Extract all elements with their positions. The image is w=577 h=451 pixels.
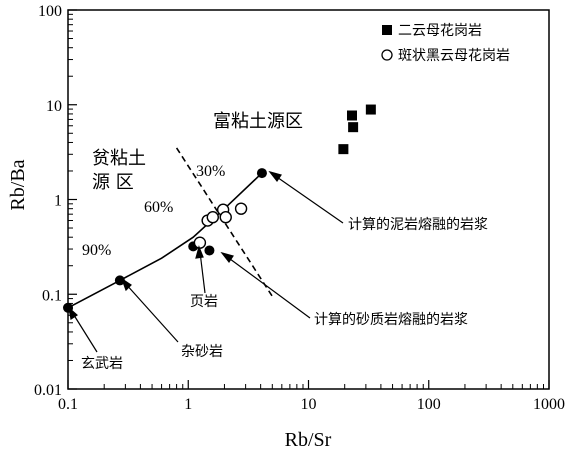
label-psammite-melt: 计算的砂质岩熔融的岩浆 [314,312,468,328]
y-tick-label: 10 [46,98,62,115]
legend: 二云母花岗岩 斑状黑云母花岗岩 [381,23,510,64]
arrow-psammite-head [220,251,234,264]
x-axis-title: Rb/Sr [285,429,332,451]
x-tick-label: 1 [184,396,192,413]
y-tick-label: 0.01 [34,382,62,399]
label-pct90: 90% [82,242,111,259]
label-greywacke: 杂砂岩 [181,344,223,360]
y-axis-title: Rb/Ba [7,159,29,210]
legend-marker-square [382,25,392,35]
arrow-basalt-head [68,306,78,321]
label-poor-clay-line2: 源 区 [92,172,134,193]
series-marks [193,104,376,249]
reference-points [63,168,267,313]
mixing-curve [67,172,263,309]
point-series-0 [365,104,376,115]
legend-label-0: 二云母花岗岩 [398,23,482,39]
label-poor-clay-line1: 贫粘土 [92,148,146,169]
arrow-psammite [225,255,311,319]
point-series-1 [206,211,219,224]
arrow-pelite [273,174,344,224]
arrow-pelite-head [268,170,282,183]
legend-marker-circle [381,49,393,61]
point-series-0 [346,110,357,121]
point-series-0 [348,122,359,133]
reference-point [256,168,267,179]
point-series-1 [234,202,248,215]
x-tick-label: 100 [417,396,441,413]
legend-label-1: 斑状黑云母花岗岩 [398,48,510,64]
reference-point [114,275,125,286]
y-tick-label: 0.1 [42,287,62,304]
label-pelite-melt: 计算的泥岩熔融的岩浆 [348,217,488,233]
arrow-basalt [71,311,98,353]
label-pct30: 30% [196,163,225,180]
label-rich-clay-source: 富粘土源区 [213,111,303,132]
arrow-greywacke [124,282,179,343]
x-axis: 0.1 1 10 100 1000 [58,380,565,413]
point-series-1 [219,211,232,224]
y-tick-label: 100 [38,3,62,20]
x-tick-label: 0.1 [58,396,78,413]
label-shale: 页岩 [190,294,218,310]
reference-point [204,245,215,256]
point-series-0 [338,144,349,155]
point-series-1 [193,236,207,249]
label-basalt: 玄武岩 [81,355,123,372]
arrow-shale-head [195,245,204,259]
x-tick-label: 1000 [533,396,565,413]
x-tick-label: 10 [301,396,317,413]
y-axis: 0.01 0.1 1 10 100 [34,3,77,399]
arrow-shale [199,251,206,294]
y-tick-label: 1 [54,193,62,210]
label-pct60: 60% [144,199,173,216]
arrow-greywacke-head [120,277,132,292]
annotation-arrows [68,170,344,353]
